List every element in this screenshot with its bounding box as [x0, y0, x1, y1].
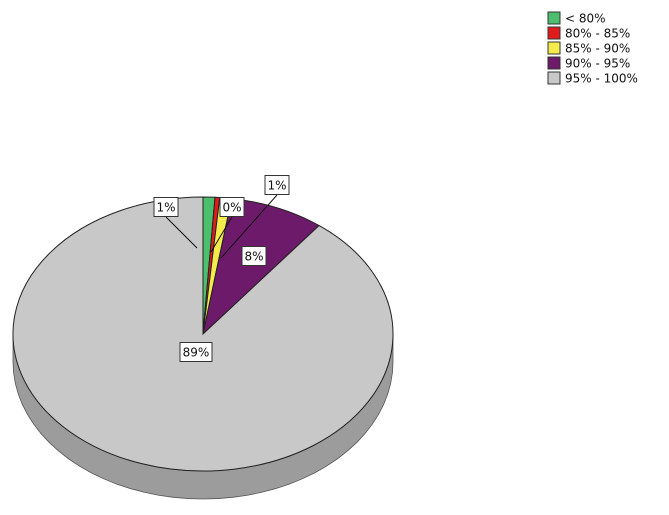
pie-data-label-box-4 — [179, 342, 213, 362]
pie-data-label-2: 1% — [267, 179, 286, 193]
pie-data-label-3: 8% — [244, 250, 263, 264]
pie-leader-2 — [220, 194, 278, 259]
legend-swatch-2 — [547, 41, 561, 55]
pie-data-label-0: 1% — [156, 201, 175, 215]
pie-data-label-box-3 — [241, 246, 267, 266]
legend-label-0: < 80% — [565, 12, 606, 26]
pie-label-leaders — [165, 194, 278, 259]
legend-label-2: 85% - 90% — [565, 42, 630, 56]
legend-swatch-3 — [547, 56, 561, 70]
pie-data-label-box-1 — [219, 197, 245, 217]
legend-label-1: 80% - 85% — [565, 27, 630, 41]
chart-legend: < 80%80% - 85%85% - 90%90% - 95%95% - 10… — [547, 11, 638, 86]
pie-data-label-box-0 — [153, 197, 179, 217]
pie-data-labels: 1% 0% 1% 8% 89% — [153, 175, 290, 362]
pie-slices — [12, 196, 394, 472]
pie-leader-1 — [210, 216, 233, 253]
legend-swatch-0 — [547, 11, 561, 25]
pie-data-label-1: 0% — [222, 201, 241, 215]
pie-leader-0 — [165, 216, 198, 249]
legend-label-3: 90% - 95% — [565, 57, 630, 71]
pie-data-label-box-2 — [264, 175, 290, 195]
pie-slice-4 — [12, 196, 394, 472]
legend-swatch-4 — [547, 71, 561, 85]
pie-data-label-4: 89% — [183, 346, 210, 360]
legend-label-4: 95% - 100% — [565, 72, 638, 86]
legend-swatch-1 — [547, 26, 561, 40]
